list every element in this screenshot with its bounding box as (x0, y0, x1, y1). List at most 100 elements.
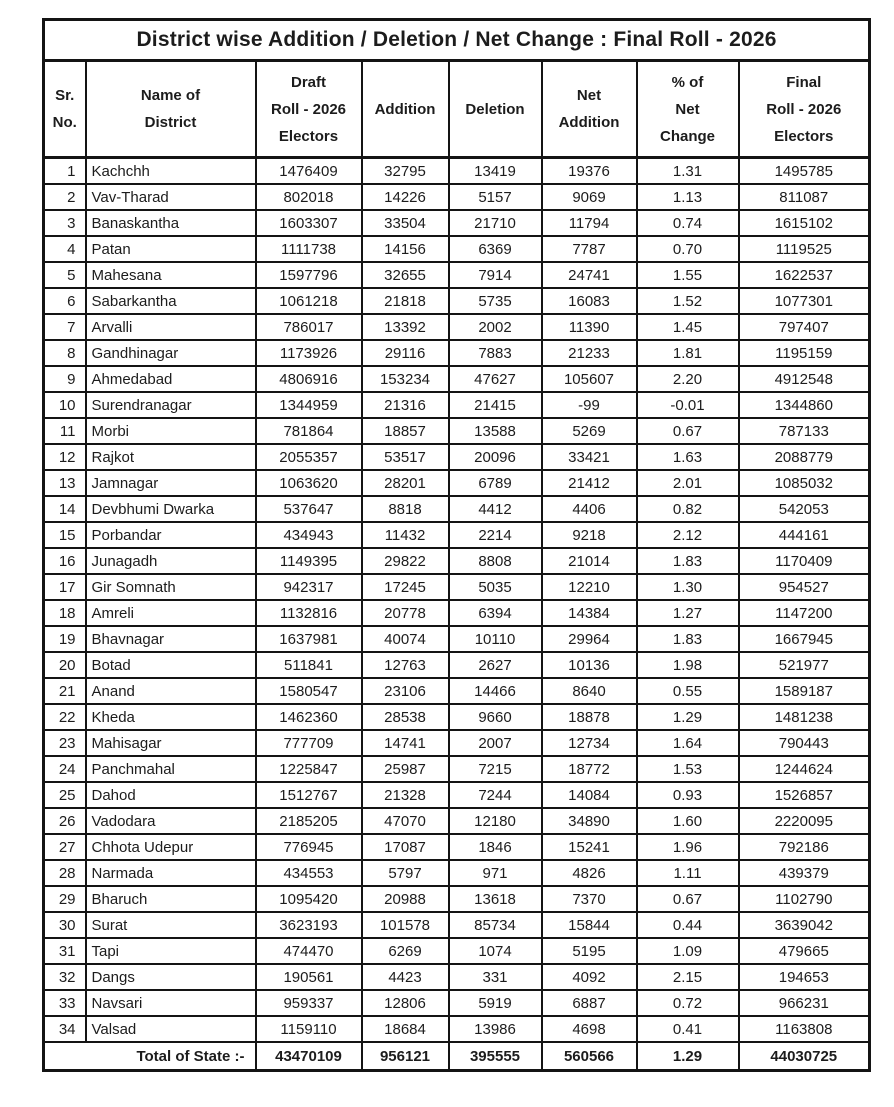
cell-pct_net_change: 1.30 (635, 573, 740, 601)
cell-final: 792186 (737, 833, 871, 861)
table-row: 19 Bhavnagar 1637981 40074 10110 29964 1.83 166… (42, 625, 871, 653)
total-addition: 956121 (360, 1041, 450, 1072)
cell-final: 1119525 (737, 235, 871, 263)
cell-addition: 21328 (360, 781, 450, 809)
table-row: 2 Vav-Tharad 802018 14226 5157 9069 1.13 811087 (42, 183, 871, 211)
cell-final: 1102790 (737, 885, 871, 913)
cell-final: 2088779 (737, 443, 871, 471)
cell-addition: 21818 (360, 287, 450, 315)
title-row: District wise Addition / Deletion / Net … (42, 18, 871, 62)
table-row: 21 Anand 1580547 23106 14466 8640 0.55 1589187 (42, 677, 871, 705)
cell-deletion: 5919 (447, 989, 543, 1017)
table-row: 20 Botad 511841 12763 2627 10136 1.98 521977 (42, 651, 871, 679)
cell-addition: 11432 (360, 521, 450, 549)
cell-district: Mahisagar (84, 729, 257, 757)
cell-deletion: 8808 (447, 547, 543, 575)
cell-net_addition: 4406 (540, 495, 638, 523)
table-row: 22 Kheda 1462360 28538 9660 18878 1.29 1481238 (42, 703, 871, 731)
cell-draft: 511841 (254, 651, 363, 679)
cell-district: Amreli (84, 599, 257, 627)
cell-final: 1085032 (737, 469, 871, 497)
cell-pct_net_change: 1.31 (635, 156, 740, 185)
cell-district: Anand (84, 677, 257, 705)
cell-pct_net_change: 2.20 (635, 365, 740, 393)
cell-district: Botad (84, 651, 257, 679)
cell-net_addition: 14084 (540, 781, 638, 809)
cell-addition: 23106 (360, 677, 450, 705)
column-header-district: Name of District (84, 59, 257, 159)
table-row: 7 Arvalli 786017 13392 2002 11390 1.45 797407 (42, 313, 871, 341)
cell-pct_net_change: 1.53 (635, 755, 740, 783)
cell-final: 3639042 (737, 911, 871, 939)
cell-addition: 28201 (360, 469, 450, 497)
cell-sr: 8 (42, 339, 87, 367)
cell-pct_net_change: 1.83 (635, 625, 740, 653)
cell-district: Kheda (84, 703, 257, 731)
cell-net_addition: -99 (540, 391, 638, 419)
cell-addition: 32655 (360, 261, 450, 289)
cell-draft: 1603307 (254, 209, 363, 237)
cell-pct_net_change: 0.41 (635, 1015, 740, 1043)
cell-draft: 1637981 (254, 625, 363, 653)
table-title: District wise Addition / Deletion / Net … (42, 18, 871, 62)
cell-sr: 24 (42, 755, 87, 783)
cell-net_addition: 19376 (540, 156, 638, 185)
cell-draft: 1597796 (254, 261, 363, 289)
cell-district: Navsari (84, 989, 257, 1017)
cell-draft: 1061218 (254, 287, 363, 315)
cell-pct_net_change: 1.96 (635, 833, 740, 861)
cell-net_addition: 4092 (540, 963, 638, 991)
cell-pct_net_change: 1.29 (635, 703, 740, 731)
cell-sr: 22 (42, 703, 87, 731)
cell-pct_net_change: 0.55 (635, 677, 740, 705)
cell-district: Kachchh (84, 156, 257, 185)
cell-net_addition: 5269 (540, 417, 638, 445)
cell-sr: 19 (42, 625, 87, 653)
cell-pct_net_change: 0.74 (635, 209, 740, 237)
table-row: 11 Morbi 781864 18857 13588 5269 0.67 787133 (42, 417, 871, 445)
cell-sr: 9 (42, 365, 87, 393)
table-row: 32 Dangs 190561 4423 331 4092 2.15 194653 (42, 963, 871, 991)
cell-addition: 18857 (360, 417, 450, 445)
table-row: 27 Chhota Udepur 776945 17087 1846 15241 1.96 7… (42, 833, 871, 861)
cell-district: Porbandar (84, 521, 257, 549)
cell-final: 1195159 (737, 339, 871, 367)
cell-net_addition: 7370 (540, 885, 638, 913)
total-pct-net-change: 1.29 (635, 1041, 740, 1072)
column-header-addition: Addition (360, 59, 450, 159)
table-row: 24 Panchmahal 1225847 25987 7215 18772 1.53 124… (42, 755, 871, 783)
cell-net_addition: 8640 (540, 677, 638, 705)
cell-pct_net_change: 2.15 (635, 963, 740, 991)
table-row: 25 Dahod 1512767 21328 7244 14084 0.93 1526857 (42, 781, 871, 809)
cell-deletion: 21710 (447, 209, 543, 237)
cell-deletion: 1074 (447, 937, 543, 965)
cell-final: 790443 (737, 729, 871, 757)
cell-addition: 47070 (360, 807, 450, 835)
cell-final: 1481238 (737, 703, 871, 731)
cell-addition: 21316 (360, 391, 450, 419)
cell-deletion: 5735 (447, 287, 543, 315)
cell-final: 787133 (737, 417, 871, 445)
cell-deletion: 47627 (447, 365, 543, 393)
cell-district: Dangs (84, 963, 257, 991)
cell-deletion: 2627 (447, 651, 543, 679)
cell-sr: 3 (42, 209, 87, 237)
table-row: 30 Surat 3623193 101578 85734 15844 0.44 363904… (42, 911, 871, 939)
cell-district: Morbi (84, 417, 257, 445)
cell-pct_net_change: 1.81 (635, 339, 740, 367)
cell-net_addition: 16083 (540, 287, 638, 315)
cell-sr: 4 (42, 235, 87, 263)
cell-sr: 28 (42, 859, 87, 887)
cell-deletion: 13986 (447, 1015, 543, 1043)
cell-pct_net_change: 1.60 (635, 807, 740, 835)
cell-final: 1163808 (737, 1015, 871, 1043)
cell-addition: 53517 (360, 443, 450, 471)
cell-final: 1622537 (737, 261, 871, 289)
cell-sr: 5 (42, 261, 87, 289)
district-roll-table: District wise Addition / Deletion / Net … (42, 18, 872, 1072)
total-row: Total of State :- 43470109 956121 395555… (42, 1041, 871, 1072)
total-net-addition: 560566 (540, 1041, 638, 1072)
cell-net_addition: 12210 (540, 573, 638, 601)
cell-draft: 537647 (254, 495, 363, 523)
column-header-net-addition: Net Addition (540, 59, 638, 159)
